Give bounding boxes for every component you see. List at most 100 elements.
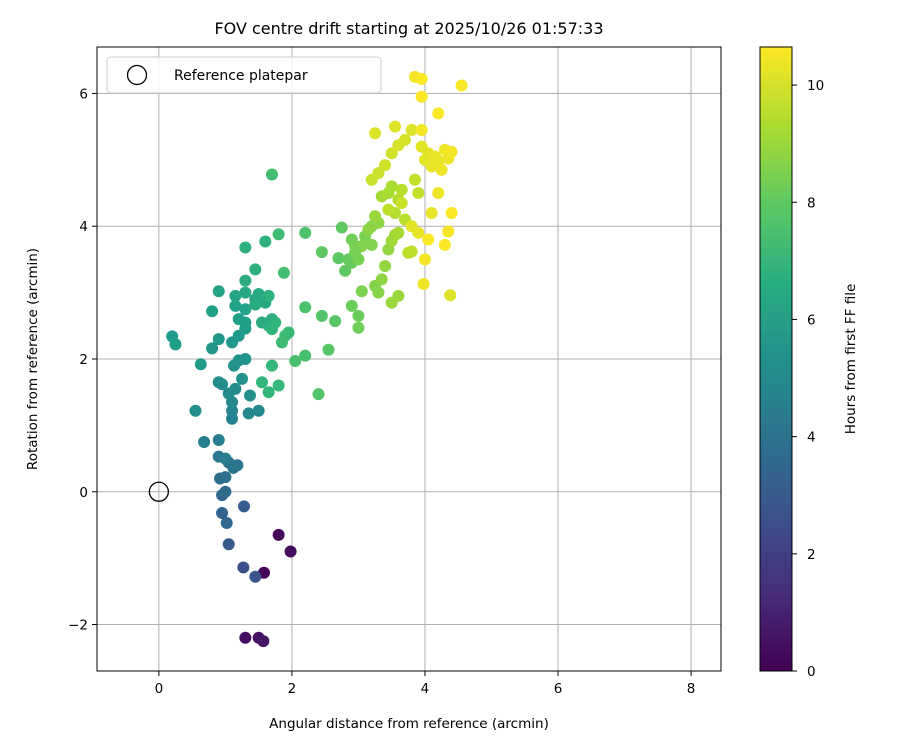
scatter-point: [355, 285, 368, 298]
scatter-point: [289, 354, 302, 367]
x-axis-label: Angular distance from reference (arcmin): [269, 716, 549, 732]
x-tick-label: 6: [554, 681, 563, 697]
scatter-point: [269, 316, 282, 329]
data-points: [166, 70, 468, 648]
scatter-point: [369, 210, 382, 223]
scatter-point: [275, 336, 288, 349]
scatter-point: [352, 321, 365, 334]
colorbar-tick-label: 2: [807, 547, 816, 563]
scatter-point: [242, 407, 255, 420]
scatter-point: [405, 245, 418, 258]
scatter-point: [362, 223, 375, 236]
y-tick-label: 2: [79, 352, 88, 368]
scatter-point: [418, 253, 431, 266]
scatter-point: [229, 299, 242, 312]
scatter-point: [395, 183, 408, 196]
y-tick-label: −2: [68, 618, 88, 634]
scatter-point: [399, 133, 412, 146]
scatter-point: [392, 289, 405, 302]
scatter-point: [349, 246, 362, 259]
scatter-point: [212, 285, 225, 298]
scatter-point: [222, 538, 235, 551]
x-tick-label: 0: [155, 681, 164, 697]
scatter-point: [169, 338, 182, 351]
scatter-point: [219, 452, 232, 465]
scatter-point: [415, 72, 428, 85]
scatter-point: [412, 187, 425, 200]
scatter-point: [405, 220, 418, 233]
y-axis-label: Rotation from reference (arcmin): [25, 248, 41, 470]
scatter-point: [226, 404, 239, 417]
scatter-point: [415, 90, 428, 103]
scatter-point: [339, 264, 352, 277]
scatter-point: [244, 389, 257, 402]
y-tick-label: 6: [79, 86, 88, 102]
colorbar-label: Hours from first FF file: [843, 284, 859, 435]
scatter-point: [229, 289, 242, 302]
colorbar-tick-label: 0: [807, 664, 816, 680]
scatter-point: [259, 235, 272, 248]
scatter-point: [352, 309, 365, 322]
scatter-point: [249, 298, 262, 311]
colorbar-tick-label: 8: [807, 195, 816, 211]
scatter-point: [345, 299, 358, 312]
scatter-point: [385, 147, 398, 160]
scatter-point: [372, 167, 385, 180]
scatter-point: [438, 238, 451, 251]
scatter-point: [272, 228, 285, 241]
scatter-point: [249, 263, 262, 276]
scatter-point: [369, 127, 382, 140]
scatter-point: [239, 631, 252, 644]
scatter-point: [445, 145, 458, 158]
scatter-point: [444, 289, 457, 302]
chart-title: FOV centre drift starting at 2025/10/26 …: [214, 19, 603, 38]
scatter-point: [442, 225, 455, 238]
colorbar-tick-label: 10: [807, 78, 824, 94]
scatter-point: [389, 120, 402, 133]
legend-reference-label: Reference platepar: [174, 68, 308, 84]
scatter-point: [282, 326, 295, 339]
scatter-point: [206, 342, 219, 355]
y-axis-ticks: −2 0 2 4 6: [68, 86, 97, 634]
scatter-point: [212, 333, 225, 346]
scatter-point: [206, 305, 219, 318]
scatter-point: [432, 107, 445, 120]
reference-marker-group: [148, 481, 170, 502]
colorbar-tick-label: 6: [807, 312, 816, 328]
y-tick-label: 4: [79, 219, 88, 235]
scatter-point: [255, 376, 268, 389]
scatter-point: [408, 173, 421, 186]
x-tick-label: 2: [288, 681, 297, 697]
scatter-point: [417, 277, 430, 290]
scatter-point: [189, 404, 202, 417]
x-axis-ticks: 0 2 4 6 8: [155, 671, 695, 697]
scatter-point: [392, 226, 405, 239]
scatter-point: [216, 378, 229, 391]
scatter-point: [239, 353, 252, 365]
scatter-point: [198, 435, 211, 448]
scatter-point: [252, 404, 265, 417]
scatter-point: [272, 528, 285, 541]
scatter-point: [315, 246, 328, 259]
scatter-point: [445, 206, 458, 219]
scatter-point: [422, 233, 435, 246]
scatter-point: [231, 459, 244, 472]
scatter-point: [272, 379, 285, 392]
scatter-point: [239, 303, 252, 316]
scatter-point: [265, 359, 278, 372]
scatter-point: [432, 187, 445, 200]
reference-platepar-marker: [148, 481, 170, 502]
scatter-point: [385, 180, 398, 193]
scatter-point: [315, 309, 328, 322]
scatter-point: [239, 316, 252, 329]
colorbar-tick-label: 4: [807, 430, 816, 446]
scatter-point: [379, 260, 392, 273]
scatter-point: [262, 386, 275, 399]
scatter-point: [229, 382, 242, 395]
scatter-point: [277, 266, 290, 279]
scatter-point: [332, 252, 345, 265]
scatter-point: [379, 159, 392, 172]
scatter-point: [329, 315, 342, 328]
scatter-point: [194, 358, 207, 371]
